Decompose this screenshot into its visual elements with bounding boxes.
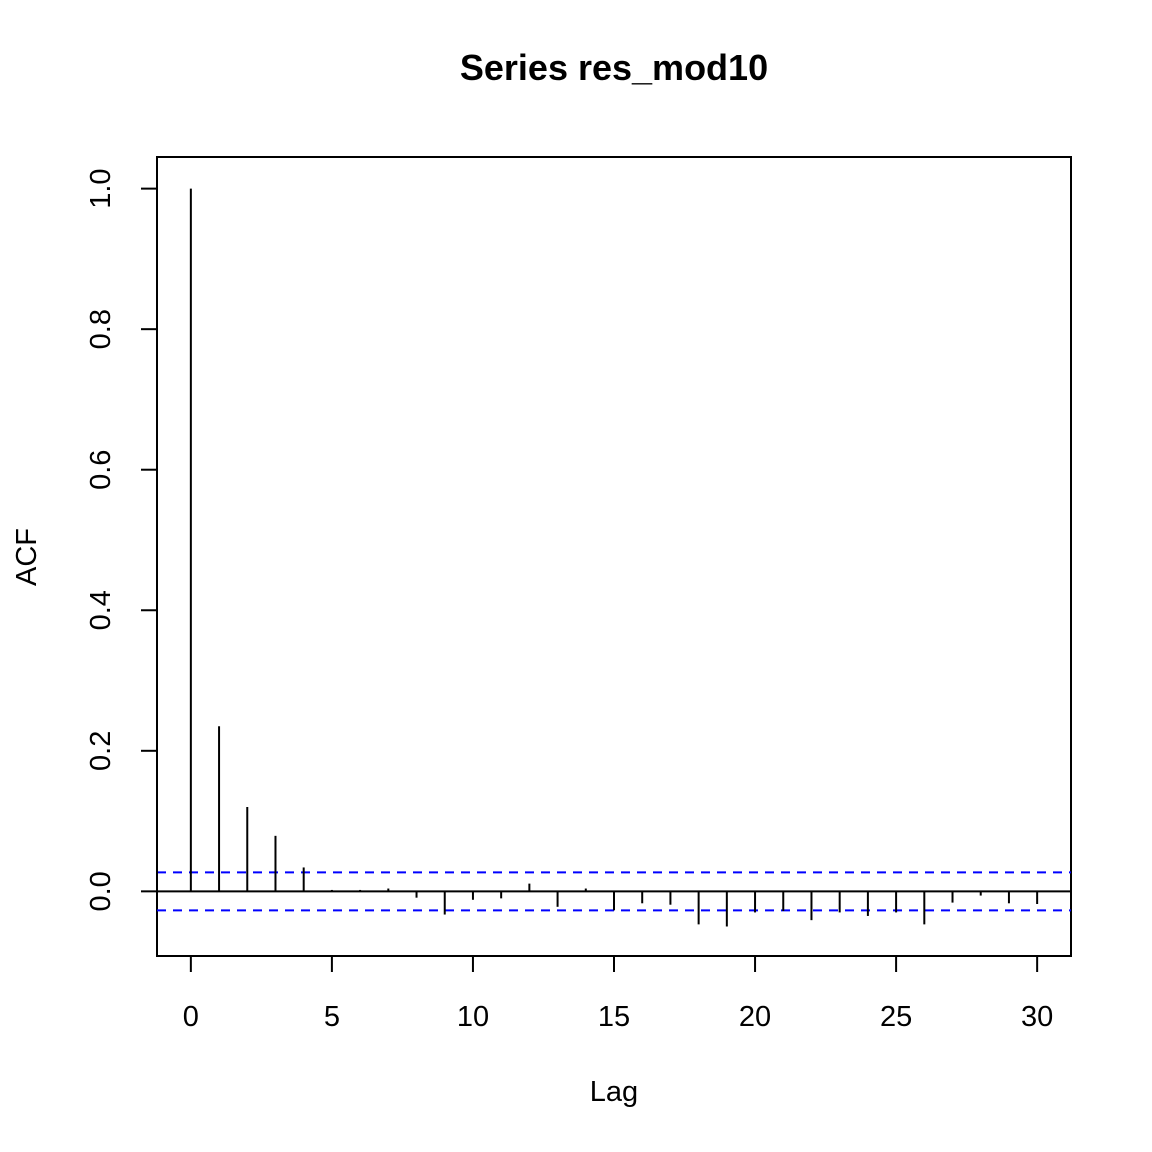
- plot-frame: [156, 156, 1072, 957]
- y-tick-label-4: 0.8: [85, 309, 117, 349]
- y-tick-label-5: 1.0: [85, 168, 117, 208]
- y-tick-label-3: 0.6: [85, 450, 117, 490]
- x-tick-label-5: 5: [324, 1001, 340, 1033]
- x-tick-label-30: 30: [1021, 1001, 1053, 1033]
- x-tick-label-0: 0: [183, 1001, 199, 1033]
- y-tick-label-2: 0.4: [85, 590, 117, 630]
- x-tick-label-20: 20: [739, 1001, 771, 1033]
- y-axis-label: ACF: [11, 528, 43, 586]
- chart-title: Series res_mod10: [460, 47, 768, 88]
- y-tick-label-0: 0.0: [85, 871, 117, 911]
- x-tick-label-25: 25: [880, 1001, 912, 1033]
- x-axis-label: Lag: [590, 1076, 638, 1108]
- plot-area: 0 5 10 15 20 25 30 0.0 0.2 0.4 0.6 0.8 1.0: [85, 156, 1072, 1033]
- x-tick-label-15: 15: [598, 1001, 630, 1033]
- x-tick-label-10: 10: [457, 1001, 489, 1033]
- y-tick-label-1: 0.2: [85, 731, 117, 771]
